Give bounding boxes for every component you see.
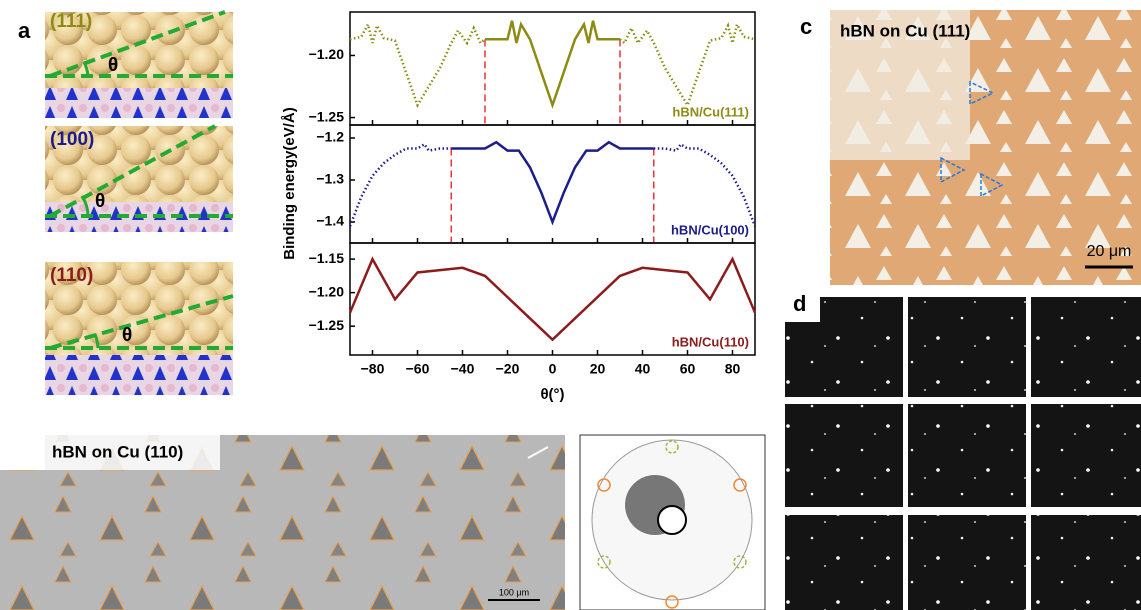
legend-label: hBN/Cu(111) (672, 104, 749, 119)
panel-a-images (45, 12, 233, 395)
facet-label: (110) (50, 265, 93, 286)
y-axis-label: Binding energy(eV/Å) (281, 107, 298, 260)
angle-symbol: θ (95, 191, 105, 212)
x-tick-label: −40 (451, 361, 475, 377)
y-tick-label: −1.20 (309, 283, 345, 299)
angle-symbol: θ (122, 325, 132, 346)
x-tick-label: −80 (361, 361, 385, 377)
image-title: hBN on Cu (110) (52, 442, 183, 461)
panel-label: d (793, 291, 806, 316)
x-axis-label: θ(°) (540, 386, 564, 403)
series-line-dotted (620, 24, 755, 105)
x-tick-label: 0 (549, 361, 557, 377)
y-tick-label: −1.2 (316, 129, 344, 145)
x-tick-label: −20 (496, 361, 520, 377)
series-line (451, 142, 654, 222)
series-line (350, 259, 755, 340)
x-tick-label: −60 (406, 361, 430, 377)
y-tick-label: −1.25 (309, 108, 345, 124)
legend-label: hBN/Cu(110) (672, 334, 749, 349)
facet-label: (111) (50, 11, 92, 32)
angle-symbol: θ (108, 55, 118, 76)
panel-label: a (18, 18, 31, 43)
legend-label: hBN/Cu(100) (671, 222, 749, 237)
image-title: hBN on Cu (111) (840, 21, 970, 40)
diffraction-pattern (580, 435, 765, 610)
y-tick-label: −1.4 (316, 213, 344, 229)
y-tick-label: −1.25 (309, 317, 345, 333)
x-tick-label: 60 (680, 361, 696, 377)
y-tick-label: −1.15 (309, 250, 345, 266)
facet-label: (100) (50, 129, 94, 150)
panel-label: c (800, 14, 812, 39)
series-line-dotted (350, 24, 485, 105)
series-line (485, 21, 620, 105)
y-tick-label: −1.20 (309, 46, 345, 62)
series-line-dotted (350, 144, 451, 226)
scale-bar-label: 100 μm (499, 587, 529, 597)
figure: a (111) (100) (110) θ θ θ b hBN on Cu (1… (0, 0, 1141, 610)
x-tick-label: 40 (635, 361, 651, 377)
scale-bar-label: 20 μm (1087, 243, 1132, 260)
x-tick-label: 80 (725, 361, 741, 377)
series-line-dotted (654, 144, 755, 226)
y-tick-label: −1.3 (316, 171, 344, 187)
x-tick-label: 20 (590, 361, 606, 377)
leed-grid (785, 297, 1141, 610)
